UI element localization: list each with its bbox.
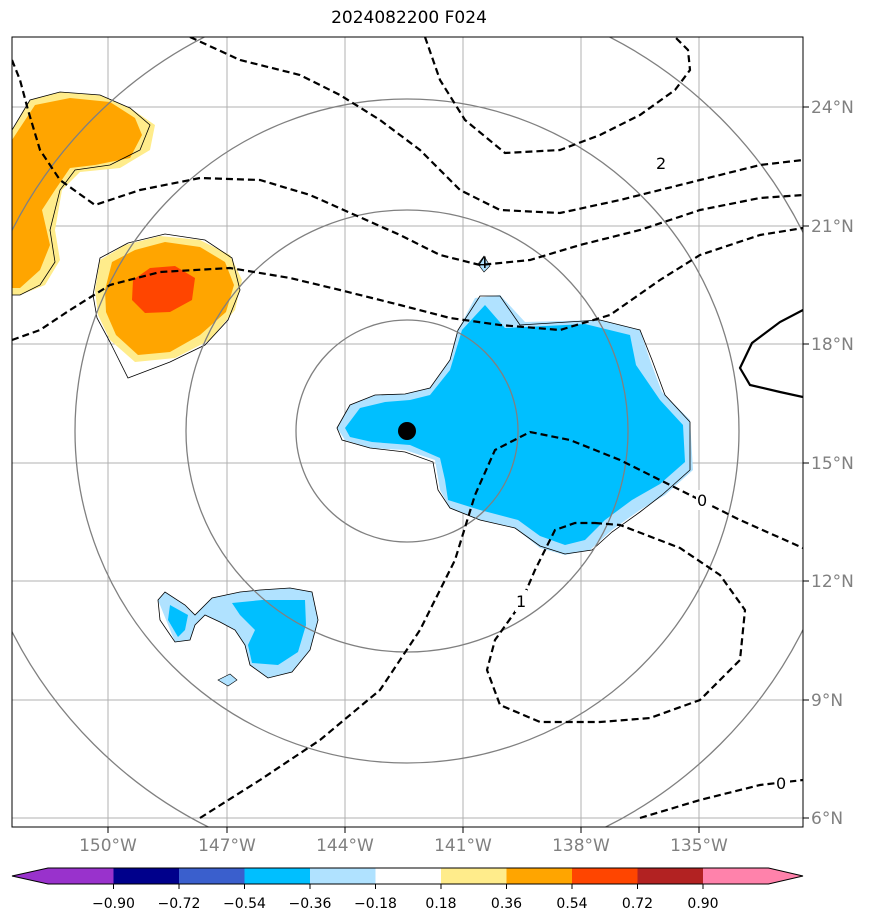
colorbar-tick-label: −0.18 xyxy=(354,896,397,912)
colorbar-swatch xyxy=(113,868,179,884)
lon-ticks xyxy=(107,827,700,833)
colorbar-swatch xyxy=(375,868,441,884)
map-frame xyxy=(11,36,804,828)
map-title: 2024082200 F024 xyxy=(331,8,487,28)
colorbar-swatch xyxy=(637,868,703,884)
lat-ticks xyxy=(803,106,809,819)
colorbar-extend-high xyxy=(768,868,803,884)
lat-label-18n: 18°N xyxy=(811,335,854,355)
colorbar-extend-low xyxy=(12,868,48,884)
colorbar-tick-label: 0.54 xyxy=(556,896,587,912)
lat-label-9n: 9°N xyxy=(811,691,843,711)
colorbar-swatch xyxy=(441,868,507,884)
lon-label-135w: 135°W xyxy=(670,836,728,856)
storm-center-marker xyxy=(398,422,416,440)
lat-label-12n: 12°N xyxy=(811,572,854,592)
colorbar-tick-label: −0.90 xyxy=(92,896,135,912)
colorbar-tick-label: 0.18 xyxy=(425,896,456,912)
lat-label-6n: 6°N xyxy=(811,809,843,829)
lon-label-147w: 147°W xyxy=(198,836,256,856)
colorbar-swatch xyxy=(572,868,638,884)
contour-label-0-south: 0 xyxy=(776,774,786,793)
negative-anomaly-center xyxy=(336,255,693,555)
colorbar-tick-label: 0.72 xyxy=(622,896,653,912)
lon-label-138w: 138°W xyxy=(552,836,610,856)
lat-label-24n: 24°N xyxy=(811,98,854,118)
colorbar-swatch xyxy=(179,868,245,884)
colorbar-tick-label: 0.36 xyxy=(491,896,522,912)
colorbar-swatch xyxy=(244,868,310,884)
lon-label-144w: 144°W xyxy=(316,836,374,856)
positive-anomaly-west xyxy=(92,233,242,379)
dashed-contours xyxy=(12,37,803,820)
colorbar-swatch xyxy=(703,868,769,884)
colorbar: −0.90 −0.72 −0.54 −0.36 −0.18 0.18 0.36 … xyxy=(11,867,804,912)
contour-label-0-east: 0 xyxy=(697,491,707,510)
lat-label-15n: 15°N xyxy=(811,454,854,474)
colorbar-swatch xyxy=(48,868,114,884)
colorbar-swatch xyxy=(506,868,572,884)
contour-label-2: 2 xyxy=(656,154,666,173)
colorbar-swatch xyxy=(310,868,376,884)
contour-label-1: 1 xyxy=(516,592,526,611)
range-rings xyxy=(12,37,803,827)
colorbar-tick-label: −0.54 xyxy=(223,896,266,912)
colorbar-tick-label: −0.72 xyxy=(158,896,201,912)
lat-label-21n: 21°N xyxy=(811,217,854,237)
lon-label-141w: 141°W xyxy=(434,836,492,856)
solid-contour xyxy=(738,309,803,399)
map-content: 2 4 0 1 0 xyxy=(12,37,803,827)
negative-anomaly-southwest xyxy=(157,587,319,687)
positive-anomaly-northwest xyxy=(12,91,155,296)
lon-label-150w: 150°W xyxy=(79,836,137,856)
colorbar-tick-label: −0.36 xyxy=(289,896,332,912)
contour-label-4: 4 xyxy=(478,253,488,272)
colorbar-tick-label: 0.90 xyxy=(687,896,718,912)
